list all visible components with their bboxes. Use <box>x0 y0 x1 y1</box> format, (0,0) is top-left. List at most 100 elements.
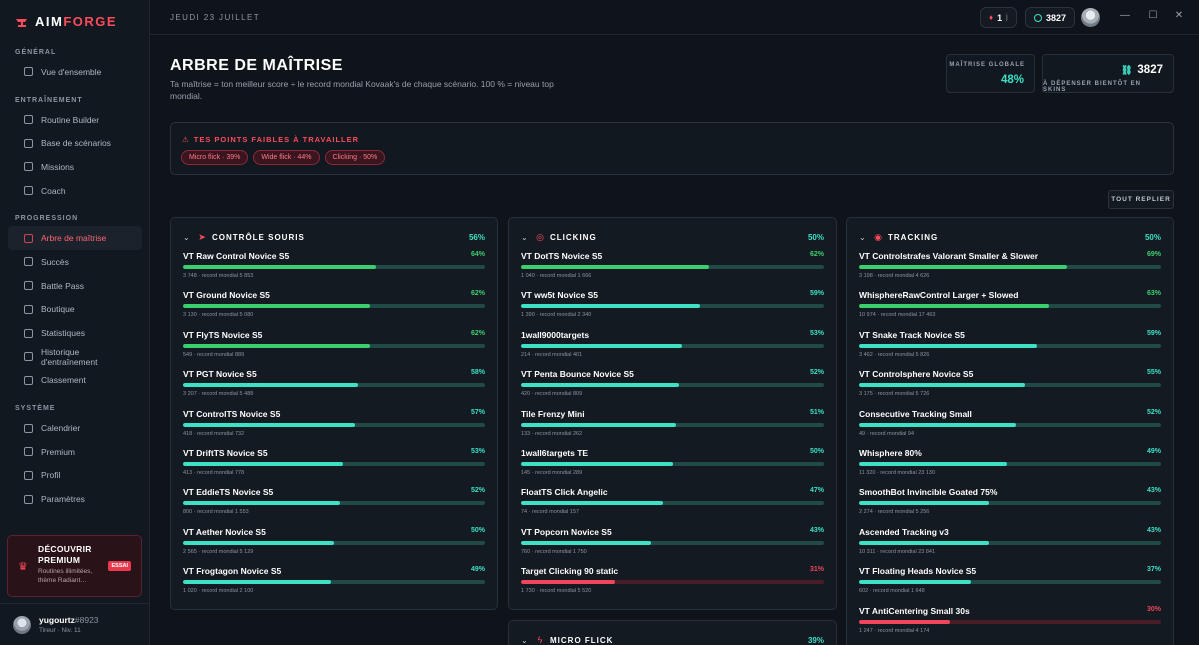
sidebar-item[interactable]: Boutique <box>8 298 142 322</box>
clock-icon <box>24 115 33 125</box>
sidebar-item[interactable]: Base de scénarios <box>8 131 142 155</box>
scenario-percent: 43% <box>1146 487 1161 495</box>
scenario-percent: 43% <box>1146 526 1161 534</box>
progress-fill <box>859 422 1017 427</box>
scenario-percent: 62% <box>809 251 824 258</box>
scenario-row[interactable]: VT Controlstrafes Valorant Smaller & Slo… <box>859 250 1161 289</box>
scenario-record: 549 · record mondial 889 <box>183 351 245 358</box>
scenario-row[interactable]: VT Aether Novice S5 50% 2 565 · record mon… <box>183 526 485 565</box>
scenario-record: 11 320 · record mondial 23 130 <box>859 469 936 476</box>
sidebar-item[interactable]: Profil <box>8 464 142 488</box>
scenario-row[interactable]: SmoothBot Invincible Goated 75% 43% 2 274 … <box>859 486 1161 525</box>
scenario-row[interactable]: VT ww5t Novice S5 59% 1 390 · record mondi… <box>521 289 824 328</box>
scenario-row[interactable]: VT FlyTS Novice S5 62% 549 · record mondia… <box>183 329 485 368</box>
nav-section-label: PROGRESSION <box>15 215 79 223</box>
sidebar-item[interactable]: Succès <box>8 250 142 274</box>
scenario-percent: 53% <box>809 329 824 337</box>
scenario-row[interactable]: VT EddieTS Novice S5 52% 800 · record mond… <box>183 486 485 525</box>
scenario-row[interactable]: VT Frogtagon Novice S5 49% 1 020 · record … <box>183 565 485 604</box>
progress-fill <box>859 265 1068 269</box>
scenario-row[interactable]: VT Ground Novice S5 62% 3 130 · record mon… <box>183 289 485 328</box>
weak-chip[interactable]: Clicking · 50% <box>324 150 386 165</box>
scenario-percent: 63% <box>1146 290 1161 298</box>
sidebar-item[interactable]: Coach <box>8 179 142 203</box>
scenario-percent: 31% <box>809 566 824 574</box>
panel-header[interactable]: ⌄ ◎ CLICKING 50% <box>521 230 824 244</box>
scenario-row[interactable]: Target Clicking 90 static 31% 1 730 · reco… <box>521 565 824 604</box>
cursor-icon: ➤ <box>198 231 206 242</box>
scenario-record: 418 · record mondial 732 <box>183 430 245 437</box>
target-icon <box>24 162 33 172</box>
scenario-row[interactable]: VT AntiCentering Small 30s 30% 1 247 · rec… <box>859 605 1161 644</box>
anvil-logo-icon <box>16 18 27 27</box>
panel-header[interactable]: ⌄ ➤ CONTRÔLE SOURIS 56% <box>183 230 485 244</box>
collapse-all-button[interactable]: TOUT REPLIER <box>1108 190 1174 209</box>
scenario-row[interactable]: VT Penta Bounce Novice S5 52% 420 · record… <box>521 368 824 407</box>
maximize-icon[interactable]: ☐ <box>1148 10 1158 21</box>
sidebar-item[interactable]: Statistiques <box>8 321 142 345</box>
app-logo[interactable]: AIMFORGE <box>15 14 117 29</box>
progress-track <box>521 304 824 309</box>
chevron-down-icon[interactable]: ⌄ <box>183 232 190 242</box>
sidebar-item-label: Classement <box>41 375 86 386</box>
scenario-name: VT Aether Novice S5 <box>183 526 266 537</box>
premium-promo-card[interactable]: ♛ DÉCOUVRIR PREMIUM Routines illimitées,… <box>7 535 142 597</box>
streak-pill[interactable]: ♦ 1 j <box>980 7 1017 28</box>
scenario-name: Target Clicking 90 static <box>521 566 619 577</box>
user-profile[interactable]: yugourtz#8923 Tireur · Niv. 11 <box>0 603 150 645</box>
scenario-row[interactable]: VT Popcorn Novice S5 43% 760 · record mond… <box>521 526 824 565</box>
sidebar-item[interactable]: Historique d'entraînement <box>8 345 142 369</box>
sidebar-item[interactable]: Paramètres <box>8 487 142 511</box>
sidebar-item[interactable]: Battle Pass <box>8 274 142 298</box>
bolt-icon: ϟ <box>537 635 543 645</box>
progress-fill <box>521 580 615 585</box>
scenario-row[interactable]: VT Raw Control Novice S5 64% 3 748 · recor… <box>183 250 485 289</box>
scenario-row[interactable]: Ascended Tracking v3 43% 10 311 · record m… <box>859 526 1161 565</box>
close-icon[interactable]: ✕ <box>1174 10 1184 21</box>
scenario-row[interactable]: 1wall9000targets 53% 214 · record mondial … <box>521 329 824 368</box>
progress-fill <box>859 501 989 506</box>
scenario-percent: 50% <box>809 447 824 455</box>
scenario-row[interactable]: FloatTS Click Angelic 47% 74 · record mond… <box>521 486 824 525</box>
scenario-row[interactable]: VT Floating Heads Novice S5 37% 602 · reco… <box>859 565 1161 604</box>
panel-header[interactable]: ⌄ ◉ TRACKING 50% <box>859 230 1161 244</box>
sidebar-item[interactable]: Vue d'ensemble <box>8 60 142 84</box>
coins-pill[interactable]: 3827 <box>1025 7 1076 28</box>
scenario-percent: 62% <box>470 290 485 298</box>
weak-chip[interactable]: Wide flick · 44% <box>253 150 320 165</box>
progress-fill <box>859 304 1050 309</box>
scenario-row[interactable]: VT Controlsphere Novice S5 55% 3 175 · rec… <box>859 368 1161 407</box>
sidebar-item[interactable]: Routine Builder <box>8 108 142 132</box>
gear-icon <box>24 494 33 504</box>
scenario-row[interactable]: WhisphereRawControl Larger + Slowed 63% 10… <box>859 289 1161 328</box>
chevron-down-icon[interactable]: ⌄ <box>521 635 528 645</box>
chevron-down-icon[interactable]: ⌄ <box>521 232 528 242</box>
scenario-row[interactable]: Tile Frenzy Mini 51% 133 · record mondial … <box>521 408 824 447</box>
sidebar-item[interactable]: Calendrier <box>8 416 142 440</box>
sidebar-item[interactable]: Premium <box>8 440 142 464</box>
chevron-down-icon[interactable]: ⌄ <box>859 232 866 242</box>
weak-chip[interactable]: Micro flick · 39% <box>181 150 249 165</box>
panel-percent: 39% <box>807 635 824 645</box>
scenario-record: 3 207 · record mondial 5 488 <box>183 391 254 398</box>
sidebar-item[interactable]: Classement <box>8 369 142 393</box>
sidebar-item[interactable]: Arbre de maîtrise <box>8 226 142 251</box>
trial-badge[interactable]: ESSAI <box>108 561 131 571</box>
scenario-row[interactable]: VT DriftTS Novice S5 53% 413 · record mond… <box>183 447 485 486</box>
progress-fill <box>183 461 344 466</box>
panel-percent: 56% <box>468 232 485 242</box>
scenario-row[interactable]: VT Snake Track Novice S5 59% 3 462 · recor… <box>859 329 1161 368</box>
account-avatar[interactable] <box>1081 8 1100 27</box>
scenario-row[interactable]: VT PGT Novice S5 58% 3 207 · record mondia… <box>183 368 485 407</box>
scenario-row[interactable]: Whisphere 80% 49% 11 320 · record mondial … <box>859 447 1161 486</box>
scenario-row[interactable]: VT DotTS Novice S5 62% 1 040 · record mond… <box>521 250 824 289</box>
scenario-record: 3 462 · record mondial 5 826 <box>859 351 930 358</box>
scenario-row[interactable]: VT ControlTS Novice S5 57% 418 · record mo… <box>183 408 485 447</box>
progress-fill <box>859 461 1007 466</box>
minimize-icon[interactable]: — <box>1120 10 1130 21</box>
progress-fill <box>183 540 334 545</box>
scenario-row[interactable]: Consecutive Tracking Small 52% 49 · record… <box>859 408 1161 447</box>
panel-header[interactable]: ⌄ ϟ MICRO FLICK 39% <box>521 633 824 645</box>
sidebar-item[interactable]: Missions <box>8 155 142 179</box>
scenario-row[interactable]: 1wall6targets TE 50% 145 · record mondial … <box>521 447 824 486</box>
